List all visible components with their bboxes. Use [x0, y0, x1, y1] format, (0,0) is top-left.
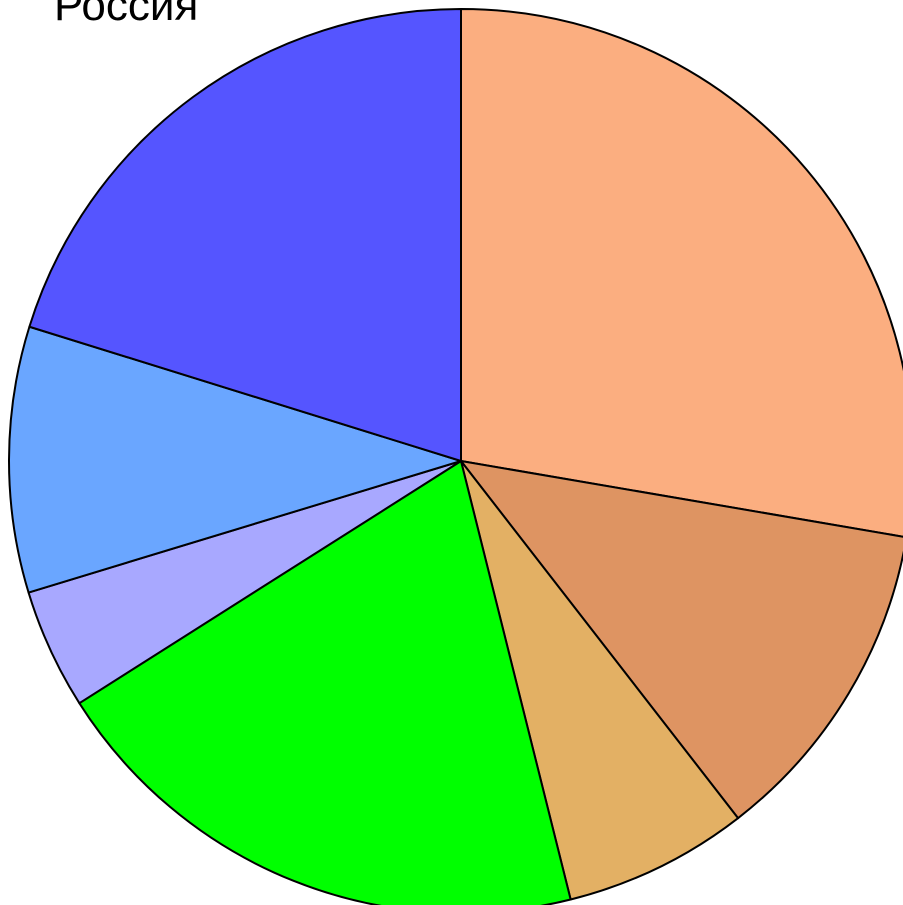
- pie-slice-6: [8, 325, 462, 594]
- pie-slices: [8, 8, 903, 905]
- pie-slice-2: [460, 460, 903, 820]
- chart-title: Россия: [54, 0, 199, 30]
- pie-slice-3: [460, 460, 740, 901]
- pie-slice-1: [460, 8, 903, 538]
- pie-slice-7: [28, 8, 462, 462]
- pie-slice-4: [78, 460, 572, 905]
